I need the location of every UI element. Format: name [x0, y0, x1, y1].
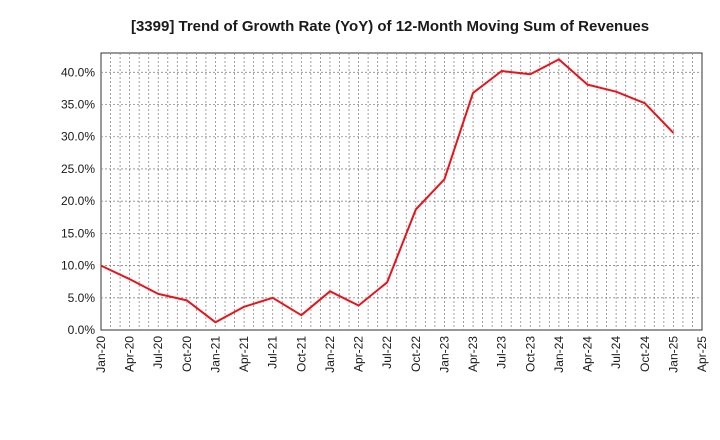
x-tick-label: Apr-20 — [123, 336, 137, 372]
x-tick-label: Apr-22 — [352, 336, 366, 372]
x-tick-label: Oct-20 — [180, 336, 194, 372]
x-tick-label: Oct-22 — [409, 336, 423, 372]
x-tick-label: Oct-23 — [523, 336, 537, 372]
x-tick-label: Apr-23 — [466, 336, 480, 372]
x-tick-label: Jan-22 — [323, 336, 337, 373]
y-tick-label: 25.0% — [61, 162, 95, 176]
x-tick-label: Apr-21 — [237, 336, 251, 372]
x-tick-label: Oct-21 — [294, 336, 308, 372]
y-tick-label: 10.0% — [61, 259, 95, 273]
y-tick-label: 30.0% — [61, 130, 95, 144]
x-tick-label: Jul-23 — [495, 336, 509, 369]
x-tick-label: Jul-24 — [609, 336, 623, 369]
y-tick-label: 35.0% — [61, 98, 95, 112]
plot-area — [100, 52, 703, 331]
x-tick-label: Apr-24 — [581, 336, 595, 372]
chart-title: [3399] Trend of Growth Rate (YoY) of 12-… — [131, 18, 649, 35]
x-tick-label: Jul-21 — [266, 336, 280, 369]
y-tick-label: 5.0% — [68, 291, 96, 305]
y-tick-label: 20.0% — [61, 194, 95, 208]
series-line — [100, 58, 675, 324]
x-tick-label: Oct-24 — [638, 336, 652, 372]
y-tick-label: 15.0% — [61, 226, 95, 240]
y-axis-tick-labels: 0.0% 5.0% 10.0% 15.0% 20.0% 25.0% 30.0% 35.0% 40… — [61, 65, 95, 337]
x-tick-label: Jan-23 — [437, 336, 451, 373]
y-tick-label: 0.0% — [68, 323, 96, 337]
x-tick-label: Jan-21 — [208, 336, 222, 373]
x-tick-label: Jan-20 — [94, 336, 108, 373]
y-tick-label: 40.0% — [61, 65, 95, 79]
series-layer — [100, 58, 675, 324]
x-tick-label: Jan-25 — [666, 336, 680, 373]
horizontal-gridlines — [101, 71, 702, 299]
x-tick-label: Jan-24 — [552, 336, 566, 373]
x-axis-tick-labels: Jan-20 Apr-20 Jul-20 Oct-20 Jan-21 Apr-21 Jul-… — [94, 336, 709, 373]
x-tick-label: Apr-25 — [695, 336, 709, 372]
x-tick-label: Jul-20 — [151, 336, 165, 369]
x-tick-label: Jul-22 — [380, 336, 394, 369]
